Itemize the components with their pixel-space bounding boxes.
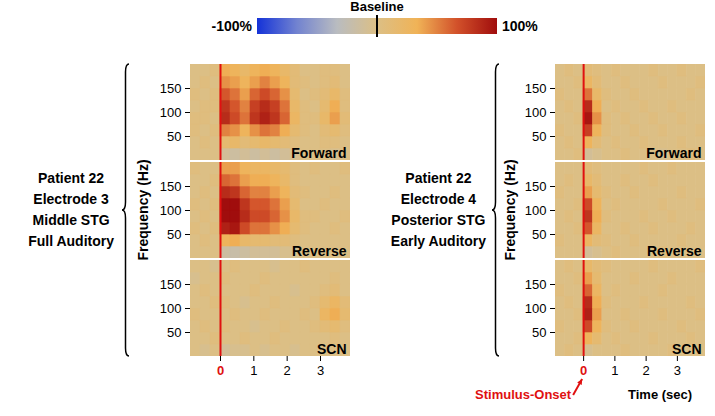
- svg-text:100: 100: [525, 203, 547, 218]
- svg-text:2: 2: [284, 363, 291, 378]
- svg-text:SCN: SCN: [672, 341, 702, 357]
- svg-text:150: 150: [525, 277, 547, 292]
- svg-text:150: 150: [160, 277, 182, 292]
- html-text:Frequency (Hz): Frequency (Hz): [135, 159, 151, 261]
- svg-text:0: 0: [580, 363, 587, 378]
- svg-text:100: 100: [160, 301, 182, 316]
- html-text:Patient 22: Patient 22: [405, 170, 472, 186]
- html-text:Middle STG: Middle STG: [32, 212, 110, 228]
- html-text:Electrode 3: Electrode 3: [33, 191, 109, 207]
- svg-text:0: 0: [217, 363, 224, 378]
- svg-text:1: 1: [250, 363, 257, 378]
- html-text:Frequency (Hz): Frequency (Hz): [502, 159, 518, 261]
- svg-text:50: 50: [532, 129, 546, 144]
- svg-text:100: 100: [525, 301, 547, 316]
- svg-text:150: 150: [160, 81, 182, 96]
- html-text:100%: 100%: [502, 18, 538, 34]
- svg-text:Forward: Forward: [646, 145, 701, 161]
- svg-text:2: 2: [643, 363, 650, 378]
- html-text:Baseline: Baseline: [350, 0, 404, 14]
- html-text:Posterior STG: Posterior STG: [391, 212, 486, 228]
- svg-text:3: 3: [317, 363, 324, 378]
- svg-text:100: 100: [525, 105, 547, 120]
- svg-text:1: 1: [611, 363, 618, 378]
- svg-text:150: 150: [160, 179, 182, 194]
- svg-text:SCN: SCN: [317, 341, 347, 357]
- html-text:Full Auditory: Full Auditory: [28, 233, 114, 249]
- svg-text:50: 50: [167, 129, 181, 144]
- svg-text:Reverse: Reverse: [647, 243, 702, 259]
- svg-text:50: 50: [532, 227, 546, 242]
- svg-text:Reverse: Reverse: [292, 243, 347, 259]
- html-text:Early Auditory: Early Auditory: [390, 233, 486, 249]
- svg-text:50: 50: [532, 325, 546, 340]
- html-text:Time (sec): Time (sec): [628, 387, 693, 402]
- svg-text:100: 100: [160, 105, 182, 120]
- html-text:-100%: -100%: [211, 18, 252, 34]
- svg-text:3: 3: [674, 363, 681, 378]
- svg-text:50: 50: [167, 227, 181, 242]
- svg-text:150: 150: [525, 179, 547, 194]
- html-text:Electrode 4: Electrode 4: [400, 191, 477, 207]
- svg-text:Forward: Forward: [291, 145, 346, 161]
- html-text:Stimulus-Onset: Stimulus-Onset: [475, 387, 572, 402]
- svg-text:100: 100: [160, 203, 182, 218]
- svg-text:50: 50: [167, 325, 181, 340]
- html-text:Patient 22: Patient 22: [38, 170, 105, 186]
- svg-text:150: 150: [525, 81, 547, 96]
